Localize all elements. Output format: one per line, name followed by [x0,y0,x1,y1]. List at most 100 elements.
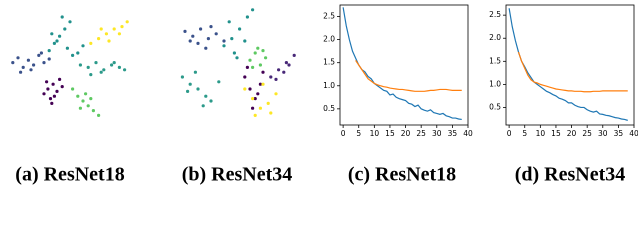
y-tick-label: 0.5 [489,102,501,111]
x-tick-label: 0 [507,129,512,138]
point [94,61,98,65]
point [60,15,64,19]
point [248,87,252,91]
point [99,70,103,74]
point [232,51,236,55]
point [91,109,95,113]
point [209,25,213,29]
x-tick-label: 35 [448,129,458,138]
point [274,92,278,96]
point [71,53,75,58]
point [256,46,260,50]
point [117,32,121,36]
point [81,99,85,103]
point [238,27,242,31]
point [196,41,200,46]
point [89,41,93,46]
x-tick-label: 15 [385,129,395,138]
point [55,39,59,43]
point [235,56,239,60]
point [261,82,265,86]
point [76,51,80,55]
point [89,97,93,101]
point [42,61,46,65]
caption: (b) ResNet34 [182,164,293,186]
point [46,87,50,91]
x-tick-label: 25 [416,129,426,138]
point [42,92,46,96]
point [51,82,55,86]
point [112,61,116,65]
x-tick-label: 25 [582,129,592,138]
point [86,65,90,69]
point [196,87,200,91]
point [188,39,192,43]
point [81,44,85,48]
point [52,94,57,98]
y-tick-label: 1.0 [323,81,335,90]
point [269,111,273,115]
point [71,87,75,91]
x-tick-label: 5 [356,129,361,138]
point [258,63,262,67]
y-tick-label: 2.0 [323,35,335,44]
y-tick-label: 1.5 [323,58,335,67]
y-tick-label: 2.5 [323,12,335,21]
point [183,29,187,33]
point [19,70,23,74]
y-tick-label: 2.5 [489,10,501,19]
line [517,51,628,93]
point [204,46,208,50]
point [222,44,226,48]
y-tick-label: 1.0 [489,79,501,88]
point [58,77,62,81]
line [355,60,462,92]
point [60,85,64,89]
point [282,70,286,74]
point [243,75,247,79]
point [284,61,288,65]
point [84,92,88,96]
point [253,97,257,101]
point [55,89,59,93]
point [107,39,111,43]
x-tick-label: 10 [370,129,380,138]
x-tick-label: 40 [463,129,473,138]
point [248,58,252,62]
point [227,20,231,24]
point [243,39,247,43]
point [251,8,255,12]
point [191,34,195,38]
y-tick-label: 1.5 [489,56,501,65]
point [86,104,90,108]
x-tick-label: 5 [522,129,527,138]
point [251,106,255,110]
point [11,61,15,65]
point [65,46,69,50]
point [99,27,103,31]
point [245,15,249,19]
point [48,97,53,101]
point [251,97,255,101]
x-tick-label: 20 [401,129,411,138]
point [117,65,121,69]
x-tick-label: 20 [567,129,577,138]
x-tick-label: 15 [551,129,561,138]
point [47,57,51,61]
point [264,56,268,60]
point [50,101,54,105]
point [123,68,127,72]
point [110,63,114,67]
point [258,106,262,110]
x-tick-label: 40 [629,129,638,138]
point [102,68,106,72]
point [204,94,208,98]
point [277,68,281,72]
point [29,68,33,72]
point [253,51,257,55]
point [261,49,265,53]
x-tick-label: 10 [536,129,546,138]
point [261,70,265,74]
caption: (a) ResNet18 [15,164,124,186]
point [68,20,72,24]
